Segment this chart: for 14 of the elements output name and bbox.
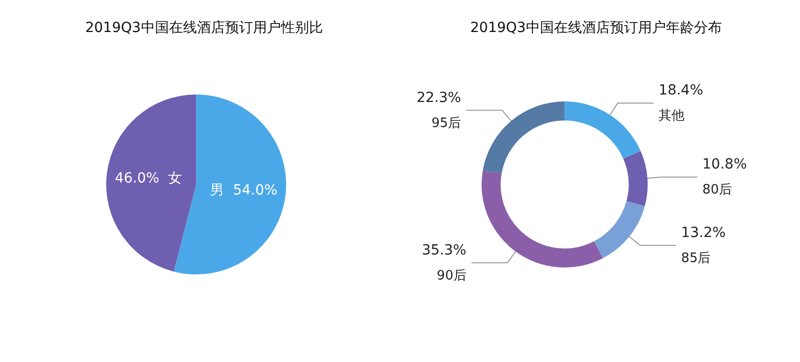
slice-label: 90后 — [436, 268, 466, 284]
slice-label: 95后 — [432, 116, 462, 131]
data-label: 35.3% — [422, 242, 466, 258]
data-label: 13.2% — [681, 224, 726, 241]
slice-label: 80后 — [702, 182, 732, 198]
chart-title: 2019Q3中国在线酒店预订用户年龄分布 — [470, 20, 722, 36]
slice-label: 其他 — [658, 108, 685, 124]
data-label: 22.3% — [416, 90, 462, 106]
chart-title: 2019Q3中国在线酒店预订用户性别比 — [85, 20, 323, 36]
slice-label: 男 54.0% — [210, 182, 278, 198]
data-label: 10.8% — [702, 156, 747, 173]
data-label: 18.4% — [658, 82, 704, 99]
slice-label: 46.0% 女 — [114, 170, 182, 186]
slice-label: 85后 — [681, 250, 711, 266]
